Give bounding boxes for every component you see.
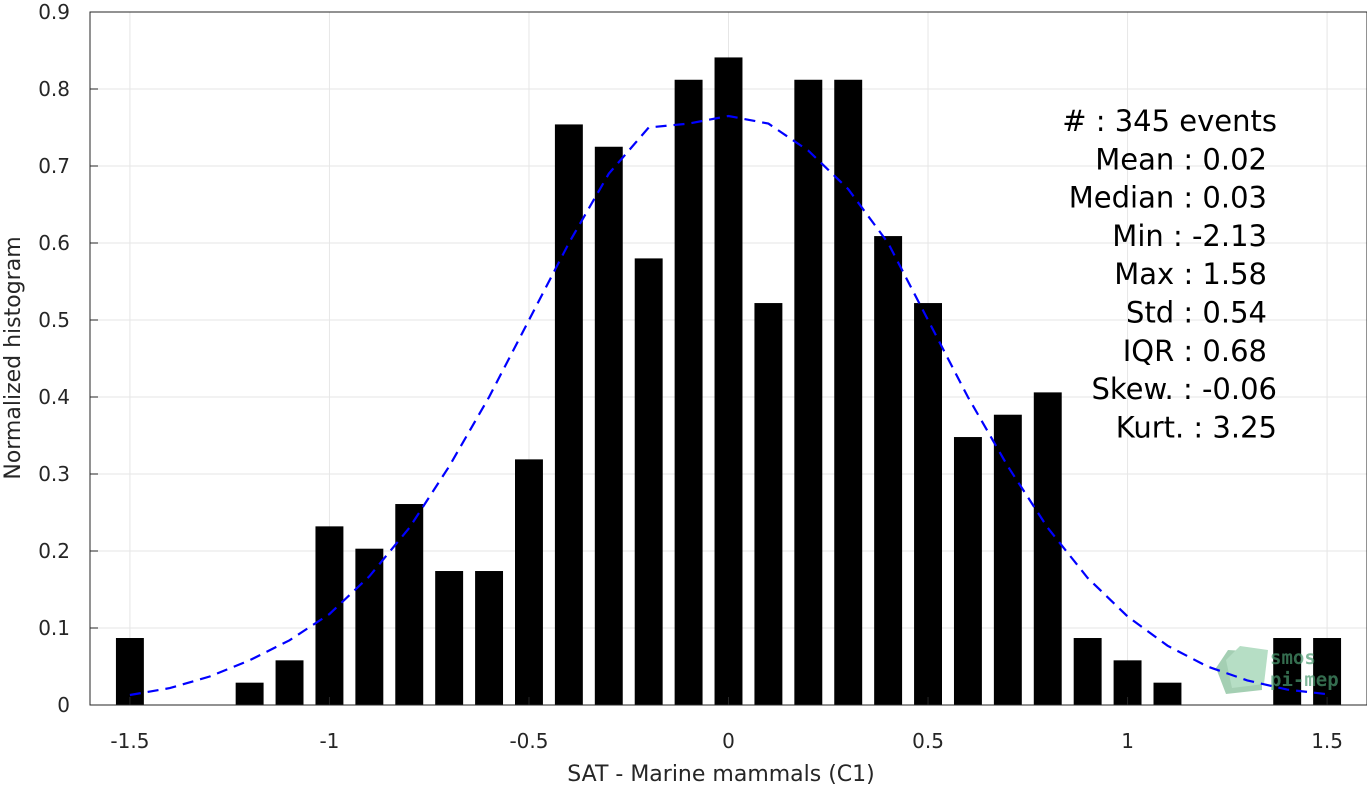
x-tick-label: -0.5 <box>509 729 548 753</box>
histogram-bar <box>435 571 464 705</box>
y-axis-label: Normalized histogram <box>1 236 26 479</box>
y-tick-label: 0 <box>57 693 70 717</box>
histogram-bar <box>834 79 863 705</box>
normal-fit-curve <box>129 114 1328 697</box>
y-tick-label: 0.9 <box>38 0 70 24</box>
x-tick-label: 0 <box>722 729 735 753</box>
stat-line: Kurt. : 3.25 <box>1116 410 1277 444</box>
stat-line: IQR : 0.68 <box>1123 334 1267 368</box>
watermark-line1: smos <box>1270 647 1316 669</box>
histogram-bar <box>953 437 982 705</box>
histogram-bar <box>315 526 344 705</box>
y-tick-label: 0.2 <box>38 539 70 563</box>
x-tick-label: 1 <box>1121 729 1134 753</box>
x-tick-label: -1 <box>319 729 339 753</box>
stat-line: Mean : 0.02 <box>1095 142 1267 176</box>
stat-line: Std : 0.54 <box>1126 296 1267 330</box>
y-tick-label: 0.4 <box>38 385 70 409</box>
y-axis-ticks: 0 0.1 0.2 0.3 0.4 0.5 0.6 0.7 0.8 0.9 <box>38 0 98 717</box>
stat-line: Min : -2.13 <box>1112 219 1267 253</box>
x-tick-label: -1.5 <box>110 729 149 753</box>
y-tick-label: 0.3 <box>38 462 70 486</box>
histogram-bar <box>475 571 504 705</box>
histogram-bar <box>235 682 264 705</box>
histogram-bar <box>395 504 424 705</box>
histogram-bar <box>674 79 703 705</box>
x-axis-ticks: -1.5 -1 -0.5 0 0.5 1 1.5 <box>110 697 1343 753</box>
histogram-bar <box>1033 392 1062 705</box>
stat-line: # : 345 events <box>1062 104 1277 138</box>
stat-line: Median : 0.03 <box>1069 181 1267 215</box>
histogram-bar <box>1153 682 1182 705</box>
watermark-line2: pi-mep <box>1270 669 1339 691</box>
smos-pi-mep-watermark: smos pi-mep <box>1216 646 1339 694</box>
y-tick-label: 0.8 <box>38 77 70 101</box>
y-tick-label: 0.7 <box>38 154 70 178</box>
histogram-bar <box>554 124 583 706</box>
histogram-bar <box>594 146 623 705</box>
y-tick-label: 0.6 <box>38 231 70 255</box>
histogram-bar <box>355 548 384 705</box>
x-axis-label: SAT - Marine mammals (C1) <box>567 762 875 785</box>
y-tick-label: 0.1 <box>38 616 70 640</box>
x-tick-label: 1.5 <box>1311 729 1343 753</box>
histogram-bar <box>1073 638 1102 705</box>
stat-line: Max : 1.58 <box>1114 257 1267 291</box>
histogram-bar <box>714 57 743 706</box>
histogram-bar <box>275 660 304 705</box>
statistics-annotation: # : 345 events Mean : 0.02 Median : 0.03 Mi… <box>1062 104 1277 444</box>
histogram-bar <box>874 236 903 705</box>
y-tick-label: 0.5 <box>38 308 70 332</box>
histogram-bar <box>754 303 783 705</box>
x-tick-label: 0.5 <box>912 729 944 753</box>
histogram-bar <box>515 459 543 705</box>
histogram-bar <box>914 303 942 705</box>
histogram-bar <box>993 414 1022 705</box>
stat-line: Skew. : -0.06 <box>1091 372 1277 406</box>
histogram-bar <box>634 258 663 705</box>
histogram-bar <box>794 79 823 705</box>
histogram-bar <box>1273 638 1302 705</box>
